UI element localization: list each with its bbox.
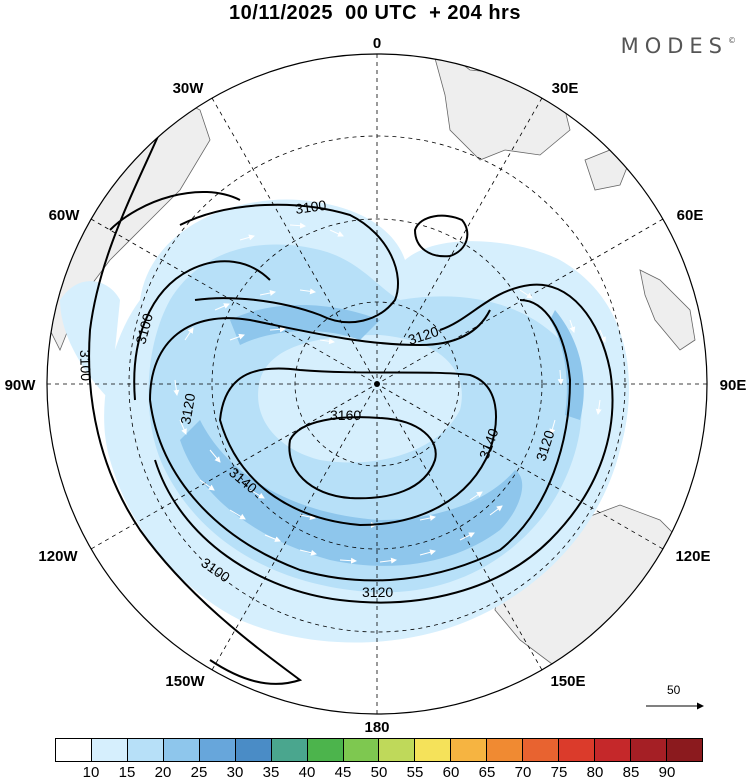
lon-label-30w: 30W [173, 80, 205, 97]
contour-3100-inner [133, 203, 399, 401]
colorbar-tick-label: 65 [478, 764, 496, 781]
colorbar-tick-label: 15 [118, 764, 136, 781]
contour-label: 3160 [330, 407, 361, 423]
contour-3160 [288, 416, 437, 500]
land-africa [429, 54, 571, 161]
colorbar-swatch [307, 739, 344, 761]
contour-3100-closed [413, 214, 469, 258]
logo-copyright: © [728, 36, 736, 45]
contour-3140 [218, 367, 497, 527]
colorbar-tick-label: 10 [82, 764, 100, 781]
wind-core-2 [230, 305, 380, 345]
lon-label-30e: 30E [552, 80, 579, 97]
contour-label: 3120 [362, 584, 393, 600]
lon-label-120e: 120E [675, 548, 710, 565]
colorbar-tick-label: 40 [298, 764, 316, 781]
colorbar-tick-label: 75 [550, 764, 568, 781]
colorbar-swatch [199, 739, 236, 761]
colorbar-swatch [451, 739, 488, 761]
colorbar-swatch [91, 739, 128, 761]
colorbar-swatch [56, 739, 92, 761]
lon-label-60w: 60W [49, 207, 81, 224]
contour-label: 3120 [177, 392, 198, 426]
colorbar-tick-label: 55 [406, 764, 424, 781]
colorbar-tick-label: 35 [262, 764, 280, 781]
land-new-zealand [639, 269, 696, 351]
colorbar-swatch [523, 739, 560, 761]
lon-label-150e: 150E [550, 673, 585, 690]
colorbar-swatch [666, 739, 702, 761]
lon-label-150w: 150W [165, 673, 205, 690]
colorbar-swatch [163, 739, 200, 761]
colorbar-tick-label: 70 [514, 764, 532, 781]
contour-3120 [149, 299, 572, 582]
colorbar-tick-label: 45 [334, 764, 352, 781]
longitude-labels: 0 30E 60E 90E 120E 150E 180 150W 120W 90… [5, 35, 747, 736]
land-madagascar [584, 149, 631, 191]
colorbar-swatch [487, 739, 524, 761]
colorbar-ticks: 10 15 20 25 30 35 40 45 50 55 60 65 70 75 80 85 90 [55, 764, 703, 782]
wind-core [180, 420, 523, 566]
contour-label: 3100 [77, 350, 94, 382]
colorbar-tick-label: 60 [442, 764, 460, 781]
colorbar-tick-label: 90 [658, 764, 676, 781]
colorbar-tick-label: 25 [190, 764, 208, 781]
contour-label: 3100 [132, 311, 156, 345]
height-contours [88, 119, 614, 685]
south-pole-marker [374, 381, 380, 387]
colorbar-tick-label: 20 [154, 764, 172, 781]
wind-core-right [550, 310, 584, 420]
colorbar [55, 738, 703, 762]
reference-vector: 50 [646, 683, 704, 710]
logo-text: MODES [620, 34, 728, 58]
colorbar-swatch [415, 739, 452, 761]
contour-3100-ring [154, 283, 614, 604]
colorbar-swatch [235, 739, 272, 761]
lon-label-180: 180 [364, 719, 389, 736]
lon-label-120w: 120W [38, 548, 78, 565]
colorbar-tick-label: 30 [226, 764, 244, 781]
colorbar-swatch [595, 739, 631, 761]
map-title: 10/11/2025 00 UTC + 204 hrs [229, 2, 521, 24]
colorbar-swatch [379, 739, 416, 761]
globe-outline [46, 53, 708, 715]
reference-vector-label: 50 [667, 683, 681, 697]
lon-label-0: 0 [373, 35, 381, 52]
colorbar-swatch [271, 739, 308, 761]
colorbar-tick-label: 50 [370, 764, 388, 781]
colorbar-swatch [127, 739, 164, 761]
colorbar-swatch [559, 739, 596, 761]
contour-label: 3100 [294, 197, 327, 217]
colorbar-swatch [343, 739, 380, 761]
wind-vectors [173, 222, 606, 564]
colorbar-tick-label: 85 [622, 764, 640, 781]
colorbar-tick-label: 80 [586, 764, 604, 781]
modes-logo: MODES© [621, 34, 736, 58]
lon-label-90e: 90E [720, 377, 747, 394]
colorbar-swatch [631, 739, 667, 761]
lon-label-60e: 60E [677, 207, 704, 224]
contour-3100-outer [88, 119, 303, 685]
lon-label-90w: 90W [5, 377, 37, 394]
